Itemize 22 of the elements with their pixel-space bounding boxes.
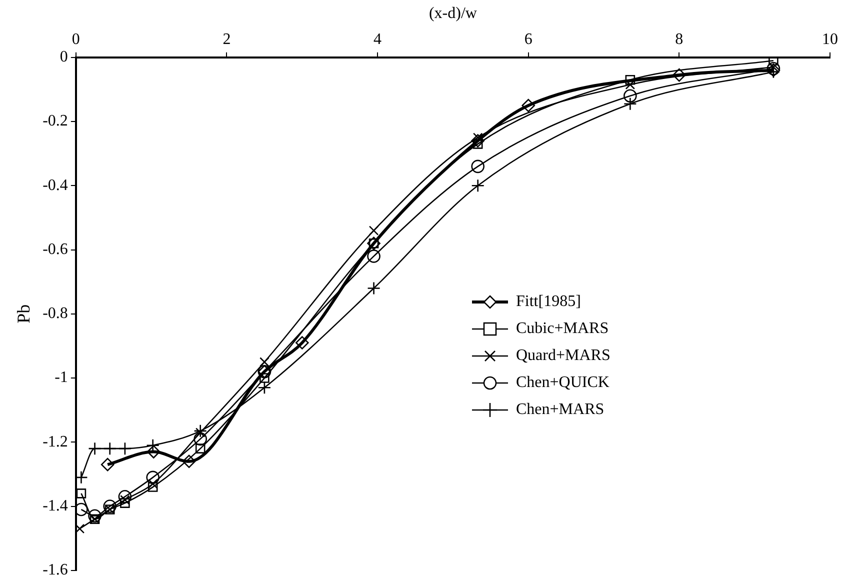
legend-label: Cubic+MARS	[516, 319, 609, 339]
y-tick-label: -0.8	[42, 305, 68, 322]
x-tick-label: 6	[524, 31, 532, 48]
legend-label: Chen+QUICK	[516, 373, 610, 393]
x-tick-label: 10	[822, 31, 838, 48]
legend-label: Fitt[1985]	[516, 292, 581, 312]
y-tick-label: -1.6	[42, 562, 68, 579]
y-tick-label: -0.2	[42, 112, 68, 130]
x-tick-label: 0	[72, 31, 80, 48]
x-axis-title: (x-d)/w	[428, 4, 478, 22]
legend-label: Quard+MARS	[516, 346, 610, 366]
y-tick-label: -1.4	[42, 497, 68, 514]
y-tick-label: -1.2	[42, 433, 68, 450]
y-axis-title: Pb	[14, 304, 34, 324]
y-tick-label: -1	[54, 369, 68, 386]
y-tick-label: 0	[60, 48, 68, 66]
y-tick-label: -0.6	[42, 240, 68, 258]
x-tick-label: 8	[675, 31, 684, 48]
y-tick-label: -0.4	[42, 176, 68, 194]
x-tick-label: 4	[374, 31, 382, 48]
legend-label: Chen+MARS	[516, 400, 604, 420]
x-tick-label: 2	[222, 31, 231, 48]
